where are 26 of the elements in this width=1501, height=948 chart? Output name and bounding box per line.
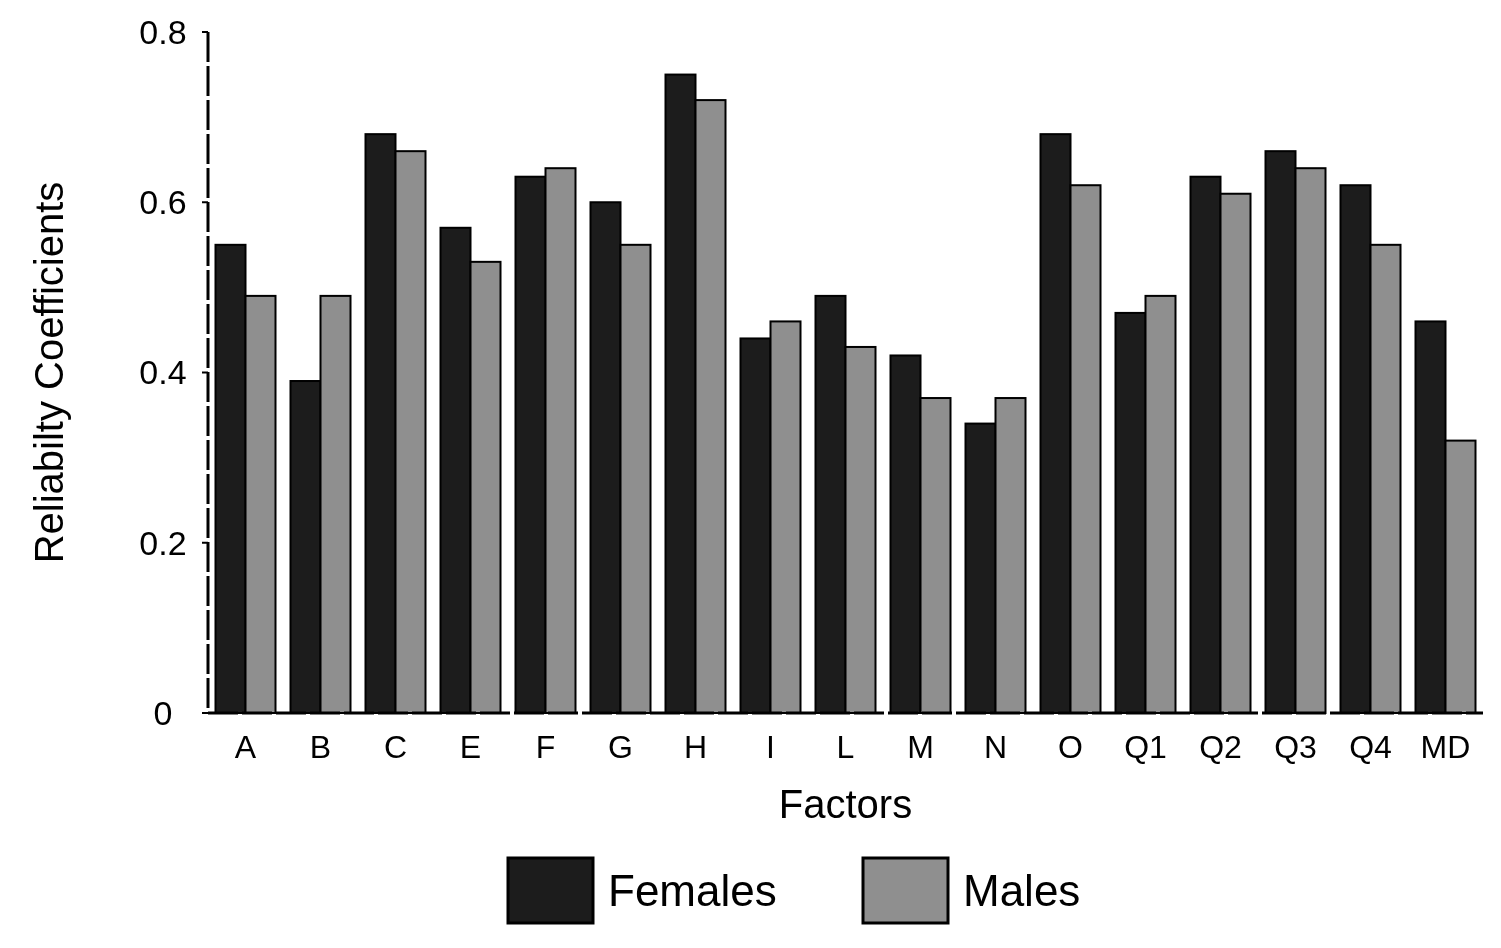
y-tick-label: 0.4	[139, 353, 187, 392]
x-tick-label: N	[983, 729, 1008, 765]
x-tick-label: Q4	[1349, 729, 1392, 765]
legend-label: Males	[963, 866, 1081, 916]
x-axis-title: Factors	[778, 782, 913, 826]
x-tick-label: H	[683, 729, 708, 765]
legend-label: Females	[608, 866, 777, 916]
x-tick-label: F	[535, 729, 556, 765]
x-tick-label: Q1	[1124, 729, 1167, 765]
x-tick-label: MD	[1420, 729, 1471, 765]
x-tick-label: C	[383, 729, 408, 765]
x-tick-label: B	[309, 729, 332, 765]
y-tick-label: 0.6	[139, 183, 187, 222]
x-tick-label: G	[608, 729, 633, 765]
y-tick-label: 0.2	[139, 523, 187, 562]
x-tick-label: O	[1058, 729, 1083, 765]
x-tick-label: Q3	[1274, 729, 1317, 765]
y-axis-title: Reliabilty Coefficients	[27, 181, 71, 564]
x-tick-label: I	[766, 729, 775, 765]
y-tick-label: 0.8	[139, 12, 187, 51]
x-tick-label: Q2	[1199, 729, 1242, 765]
x-tick-label: E	[459, 729, 482, 765]
x-tick-label: A	[234, 729, 257, 765]
y-tick-label: 0	[153, 693, 173, 732]
x-tick-label: M	[907, 729, 934, 765]
x-tick-label: L	[836, 729, 855, 765]
